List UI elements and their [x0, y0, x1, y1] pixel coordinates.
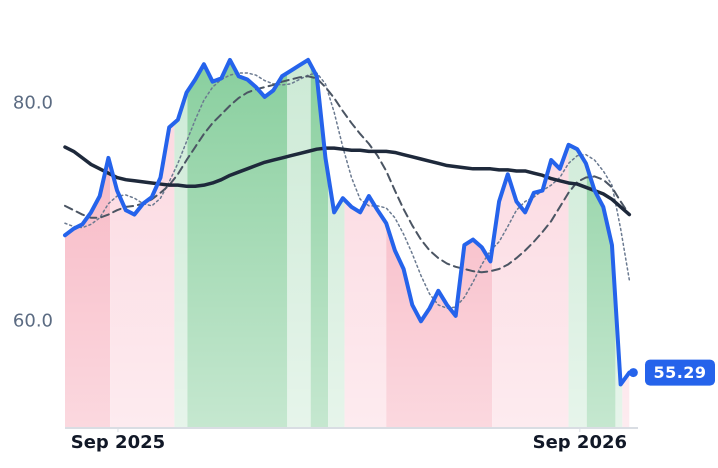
y-tick-label: 80.0	[13, 92, 53, 113]
x-tick-label: Sep 2026	[533, 432, 627, 453]
y-tick-label: 60.0	[13, 310, 53, 331]
last-point	[628, 368, 638, 378]
x-tick-label: Sep 2025	[71, 432, 165, 453]
value-badge	[645, 359, 715, 386]
band-area	[65, 59, 630, 428]
labels: 60.0 80.0 Sep 2025 Sep 2026 55.29	[13, 92, 715, 453]
series-line	[64, 72, 631, 309]
series-line	[63, 57, 632, 387]
band-fade	[65, 59, 630, 428]
series-line	[64, 75, 631, 274]
axes	[65, 427, 638, 432]
lines	[63, 57, 638, 387]
value-badge-label: 55.29	[653, 363, 706, 382]
bands	[65, 59, 630, 428]
